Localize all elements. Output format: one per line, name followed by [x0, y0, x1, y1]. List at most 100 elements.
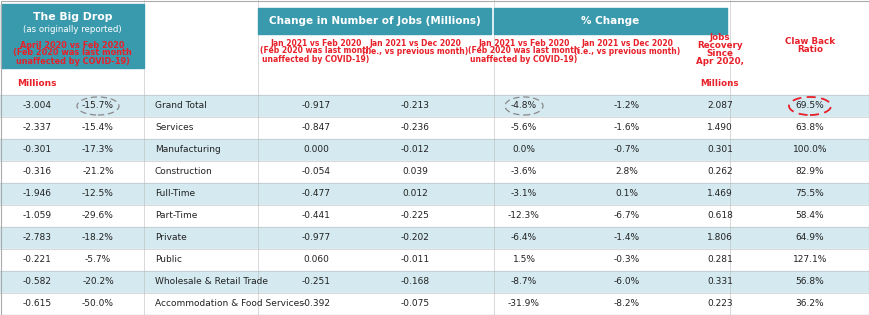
Text: 0.262: 0.262	[706, 168, 732, 176]
Text: (i.e., vs previous month): (i.e., vs previous month)	[574, 47, 680, 55]
Text: Jan 2021 vs Feb 2020: Jan 2021 vs Feb 2020	[270, 38, 362, 48]
Text: 100.0%: 100.0%	[792, 146, 826, 154]
Text: (i.e., vs previous month): (i.e., vs previous month)	[362, 47, 468, 55]
Bar	[0, 205, 869, 227]
Text: -0.012: -0.012	[400, 146, 429, 154]
Text: -21.2%: -21.2%	[82, 168, 114, 176]
Text: -0.213: -0.213	[400, 101, 429, 111]
Text: % Change: % Change	[580, 16, 639, 26]
Text: -3.6%: -3.6%	[510, 168, 536, 176]
Text: 0.223: 0.223	[706, 300, 732, 308]
Text: 0.331: 0.331	[706, 278, 732, 287]
Text: -6.7%: -6.7%	[614, 211, 640, 220]
Text: April 2020 vs Feb 2020: April 2020 vs Feb 2020	[20, 41, 124, 49]
Text: -3.1%: -3.1%	[510, 190, 536, 198]
Text: 58.4%: 58.4%	[795, 211, 823, 220]
Bar	[0, 227, 869, 249]
Text: -1.4%: -1.4%	[614, 233, 640, 243]
Text: -31.9%: -31.9%	[507, 300, 540, 308]
Text: -12.5%: -12.5%	[82, 190, 114, 198]
Text: -1.059: -1.059	[23, 211, 51, 220]
Text: Services: Services	[155, 123, 193, 133]
Text: -15.4%: -15.4%	[82, 123, 114, 133]
Text: -0.477: -0.477	[302, 190, 330, 198]
Text: -8.7%: -8.7%	[510, 278, 536, 287]
Text: Accommodation & Food Services: Accommodation & Food Services	[155, 300, 303, 308]
Text: -0.225: -0.225	[400, 211, 429, 220]
Text: -0.202: -0.202	[400, 233, 429, 243]
Text: Wholesale & Retail Trade: Wholesale & Retail Trade	[155, 278, 268, 287]
Text: 82.9%: 82.9%	[795, 168, 823, 176]
Bar	[1, 4, 144, 68]
Text: -2.337: -2.337	[23, 123, 51, 133]
Text: 0.1%: 0.1%	[614, 190, 638, 198]
Text: 1.806: 1.806	[706, 233, 732, 243]
Text: 0.060: 0.060	[302, 255, 328, 265]
Text: -0.3%: -0.3%	[614, 255, 640, 265]
Text: Since: Since	[706, 49, 733, 58]
Text: Private: Private	[155, 233, 187, 243]
Text: Jobs: Jobs	[709, 32, 729, 42]
Text: unaffected by COVID-19): unaffected by COVID-19)	[262, 54, 369, 64]
Text: (Feb 2020 was last month: (Feb 2020 was last month	[13, 49, 132, 58]
Text: (Feb 2020 was last month: (Feb 2020 was last month	[468, 47, 579, 55]
Text: 2.8%: 2.8%	[615, 168, 638, 176]
Text: -0.917: -0.917	[301, 101, 330, 111]
Text: unaffected by COVID-19): unaffected by COVID-19)	[470, 54, 577, 64]
Text: (as originally reported): (as originally reported)	[23, 25, 122, 33]
Text: 0.000: 0.000	[302, 146, 328, 154]
Text: -17.3%: -17.3%	[82, 146, 114, 154]
Text: -0.615: -0.615	[23, 300, 51, 308]
Bar	[0, 249, 869, 271]
Bar	[0, 183, 869, 205]
Text: -0.054: -0.054	[302, 168, 330, 176]
Text: 0.039: 0.039	[401, 168, 428, 176]
Text: -15.7%: -15.7%	[82, 101, 114, 111]
Text: 0.0%: 0.0%	[512, 146, 535, 154]
Text: -0.251: -0.251	[302, 278, 330, 287]
Text: Full-Time: Full-Time	[155, 190, 195, 198]
Text: (Feb 2020 was last month: (Feb 2020 was last month	[260, 47, 371, 55]
Text: -0.011: -0.011	[400, 255, 429, 265]
Text: -0.221: -0.221	[23, 255, 51, 265]
Bar	[494, 8, 726, 34]
Text: -0.392: -0.392	[302, 300, 330, 308]
Text: -50.0%: -50.0%	[82, 300, 114, 308]
Text: Jan 2021 vs Dec 2020: Jan 2021 vs Dec 2020	[580, 38, 672, 48]
Text: -0.977: -0.977	[301, 233, 330, 243]
Bar	[258, 8, 490, 34]
Text: Public: Public	[155, 255, 182, 265]
Text: 0.012: 0.012	[401, 190, 428, 198]
Text: Part-Time: Part-Time	[155, 211, 197, 220]
Text: -5.6%: -5.6%	[510, 123, 536, 133]
Text: unaffected by COVID-19): unaffected by COVID-19)	[16, 56, 129, 66]
Bar	[0, 117, 869, 139]
Text: 63.8%: 63.8%	[795, 123, 824, 133]
Text: The Big Drop: The Big Drop	[33, 12, 112, 22]
Bar	[0, 139, 869, 161]
Text: 2.087: 2.087	[706, 101, 732, 111]
Text: -1.946: -1.946	[23, 190, 51, 198]
Text: -0.7%: -0.7%	[614, 146, 640, 154]
Text: -1.2%: -1.2%	[614, 101, 640, 111]
Bar	[0, 95, 869, 117]
Text: 0.281: 0.281	[706, 255, 732, 265]
Text: -0.316: -0.316	[23, 168, 51, 176]
Text: -2.783: -2.783	[23, 233, 51, 243]
Text: 127.1%: 127.1%	[792, 255, 826, 265]
Bar	[0, 293, 869, 315]
Text: -4.8%: -4.8%	[510, 101, 536, 111]
Text: -18.2%: -18.2%	[82, 233, 114, 243]
Text: Manufacturing: Manufacturing	[155, 146, 221, 154]
Text: 69.5%: 69.5%	[795, 101, 824, 111]
Text: 1.469: 1.469	[706, 190, 732, 198]
Text: -0.301: -0.301	[23, 146, 51, 154]
Text: Jan 2021 vs Feb 2020: Jan 2021 vs Feb 2020	[478, 38, 569, 48]
Text: Change in Number of Jobs (Millions): Change in Number of Jobs (Millions)	[269, 16, 480, 26]
Text: Apr 2020,: Apr 2020,	[695, 56, 743, 66]
Text: -0.168: -0.168	[400, 278, 429, 287]
Text: 1.5%: 1.5%	[512, 255, 535, 265]
Text: -6.4%: -6.4%	[510, 233, 536, 243]
Text: Millions: Millions	[700, 78, 739, 88]
Text: -20.2%: -20.2%	[82, 278, 114, 287]
